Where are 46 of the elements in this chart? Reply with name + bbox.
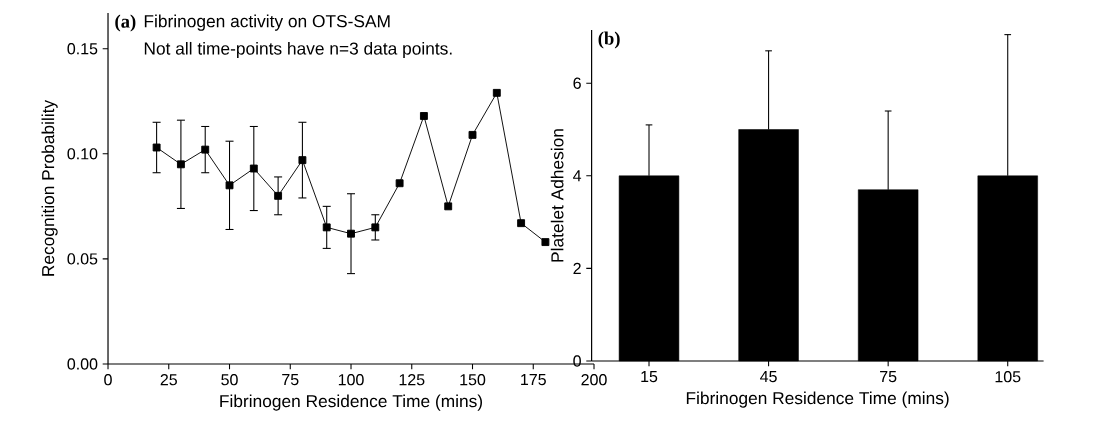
point xyxy=(541,238,550,247)
x-tick-label: 45 xyxy=(760,371,777,383)
x-axis-title: Fibrinogen Residence Time (mins) xyxy=(220,394,483,411)
x-tick-label: 105 xyxy=(995,371,1021,383)
point xyxy=(152,143,161,152)
x-axis-title: Fibrinogen Residence Time (mins) xyxy=(686,391,949,408)
x-tick-label: 100 xyxy=(338,374,364,386)
point xyxy=(322,223,331,232)
point xyxy=(298,156,307,165)
chart-title: (a) xyxy=(115,14,136,32)
x-tick-label: 175 xyxy=(521,374,546,386)
y-tick-label: 0.00 xyxy=(67,358,98,370)
x-tick-label: 15 xyxy=(641,371,658,383)
point xyxy=(249,164,258,173)
chart-title: (b) xyxy=(598,31,620,49)
point xyxy=(395,179,404,188)
x-tick-label: 200 xyxy=(581,374,607,386)
x-tick-label: 150 xyxy=(460,374,486,386)
x-tick-label: 75 xyxy=(880,371,897,383)
point xyxy=(176,160,185,169)
annotation: Fibrinogen activity on OTS-SAM xyxy=(144,14,390,31)
point xyxy=(517,219,526,228)
y-tick-label: 6 xyxy=(573,77,581,89)
x-tick-label: 75 xyxy=(282,374,299,386)
y-tick-label: 0.10 xyxy=(67,148,98,160)
point xyxy=(347,229,355,238)
y-tick-label: 0.15 xyxy=(67,43,98,55)
point xyxy=(225,181,234,190)
x-tick-label: 50 xyxy=(221,374,238,386)
y-tick-label: 0.05 xyxy=(67,253,98,265)
y-tick-label: 2 xyxy=(573,262,581,274)
x-tick-label: 0 xyxy=(104,374,112,386)
y-axis-title: Platelet Adhesion xyxy=(550,129,564,262)
y-tick-label: 4 xyxy=(573,170,582,182)
point xyxy=(274,191,283,200)
point xyxy=(419,112,428,120)
y-axis-title: Recognition Probability xyxy=(41,99,58,276)
point xyxy=(492,88,501,97)
x-tick-label: 125 xyxy=(399,374,425,386)
point xyxy=(444,202,453,211)
x-tick-label: 25 xyxy=(160,374,177,386)
point xyxy=(371,223,380,232)
point xyxy=(201,145,210,154)
annotation: Not all time-points have n=3 data points. xyxy=(144,41,452,59)
point xyxy=(468,130,477,139)
y-tick-label: 0 xyxy=(573,355,581,367)
